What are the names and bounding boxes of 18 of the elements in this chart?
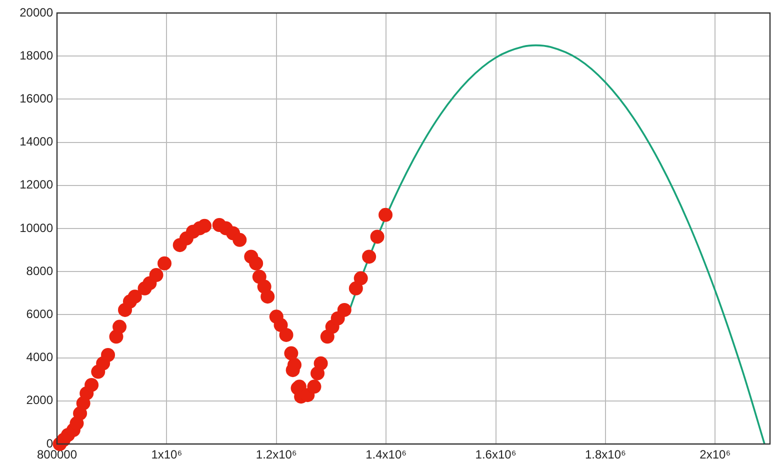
y-tick-label: 18000 (20, 48, 54, 62)
x-tick-label: 1x10⁶ (151, 448, 182, 462)
y-tick-label: 16000 (20, 92, 54, 106)
x-tick-label: 2x10⁶ (700, 448, 731, 462)
x-tick-label: 800000 (36, 448, 78, 462)
x-tick-label: 1.4x10⁶ (366, 448, 407, 462)
x-tick-label: 1.2x10⁶ (256, 448, 297, 462)
y-tick-label: 2000 (26, 393, 54, 408)
y-tick-label: 20000 (20, 5, 54, 20)
y-tick-label: 10000 (20, 220, 54, 235)
y-tick-label: 6000 (26, 307, 54, 322)
y-tick-label: 14000 (20, 134, 54, 149)
y-tick-label: 4000 (26, 350, 54, 364)
y-tick-label: 8000 (26, 264, 54, 278)
y-tick-label: 0 (46, 436, 54, 450)
x-tick-label: 1.8x10⁶ (584, 448, 626, 462)
y-tick-label: 12000 (20, 178, 54, 192)
x-tick-label: 1.6x10⁶ (475, 448, 516, 462)
